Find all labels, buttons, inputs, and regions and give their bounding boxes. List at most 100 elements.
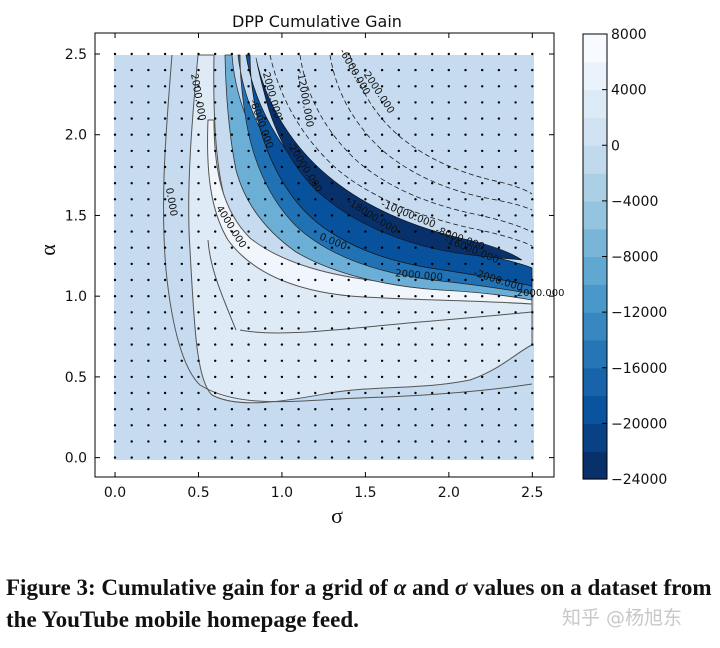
sample-point [130, 424, 133, 427]
sample-point [214, 85, 217, 88]
sample-point [214, 246, 217, 249]
sample-point [314, 456, 317, 459]
sample-point [180, 391, 183, 395]
sample-point [397, 133, 400, 136]
sample-point [130, 278, 133, 282]
sample-point [147, 182, 150, 185]
sample-point [380, 440, 384, 443]
sample-point [230, 117, 234, 120]
sample-point [497, 375, 501, 379]
sample-point [380, 117, 384, 120]
sample-point [364, 408, 367, 411]
sample-point [113, 343, 117, 346]
sample-point [414, 424, 417, 427]
sample-point [397, 375, 400, 379]
sample-point [431, 149, 434, 153]
sample-point [163, 278, 167, 282]
colorbar-tick-label: −16000 [611, 361, 667, 377]
sample-point [531, 295, 534, 298]
sample-point [497, 68, 501, 72]
sample-point [531, 375, 534, 379]
sample-point [497, 149, 501, 153]
sample-point [280, 68, 284, 72]
sample-point [180, 278, 183, 282]
sample-point [130, 214, 133, 217]
sample-point [364, 68, 367, 72]
sample-point [130, 262, 133, 266]
sample-point [314, 85, 317, 88]
sample-point [364, 262, 367, 266]
sample-point [347, 375, 350, 379]
sample-point [497, 262, 501, 266]
sample-point [280, 85, 284, 88]
sample-point [163, 85, 167, 88]
sample-point [447, 408, 450, 411]
colorbar-tick-label: −24000 [611, 472, 667, 488]
sample-point [230, 52, 234, 56]
colorbar-tick-label: 0 [611, 138, 620, 154]
sample-point [481, 246, 484, 249]
sample-point [113, 52, 117, 56]
sample-point [481, 230, 484, 233]
sample-point [113, 101, 117, 104]
sample-point [481, 133, 484, 136]
sample-point [431, 85, 434, 88]
sample-point [230, 149, 234, 153]
sample-point [447, 117, 450, 120]
sample-point [247, 359, 250, 362]
sample-point [364, 198, 367, 201]
sample-point [447, 198, 450, 201]
sample-point [297, 440, 300, 443]
sample-point [397, 327, 400, 330]
sample-point [214, 278, 217, 282]
sample-point [497, 230, 501, 233]
sample-point [431, 68, 434, 72]
sample-point [214, 343, 217, 346]
sample-point [347, 391, 350, 395]
sample-point [297, 327, 300, 330]
x-axis: 0.0 0.5 1.0 1.5 2.0 2.5 [104, 33, 543, 501]
sample-point [431, 408, 434, 411]
sample-point [347, 165, 350, 169]
sample-point [431, 182, 434, 185]
sample-point [397, 165, 400, 169]
sample-point [113, 424, 117, 427]
sample-point [314, 230, 317, 233]
sample-point [397, 408, 400, 411]
sample-point [347, 262, 350, 266]
sample-point [447, 68, 450, 72]
sample-point [314, 198, 317, 201]
sample-point [431, 359, 434, 362]
sample-point [180, 262, 183, 266]
colorbar-swatch [583, 367, 607, 397]
sample-point [414, 327, 417, 330]
sample-point [414, 375, 417, 379]
sample-point [113, 133, 117, 136]
sample-point [163, 343, 167, 346]
sample-point [163, 375, 167, 379]
sample-point [497, 278, 501, 282]
sample-point [514, 359, 517, 362]
sample-point [230, 278, 234, 282]
sample-point [447, 278, 450, 282]
sample-point [464, 408, 467, 411]
sample-point [130, 456, 133, 459]
sample-point [297, 149, 300, 153]
sample-point [514, 117, 517, 120]
sample-point [180, 456, 183, 459]
sample-point [481, 68, 484, 72]
colorbar-swatch [583, 34, 607, 63]
sample-point [397, 214, 400, 217]
sample-point [264, 198, 267, 201]
sample-point [214, 440, 217, 443]
sample-point [514, 262, 517, 266]
sample-point [380, 391, 384, 395]
sample-point [130, 68, 133, 72]
x-axis-label: σ [331, 503, 343, 528]
sample-point [414, 182, 417, 185]
sample-point [514, 440, 517, 443]
sample-point [347, 295, 350, 298]
sample-point [147, 440, 150, 443]
colorbar-tick-label: −4000 [611, 194, 658, 210]
sample-point [330, 230, 334, 233]
